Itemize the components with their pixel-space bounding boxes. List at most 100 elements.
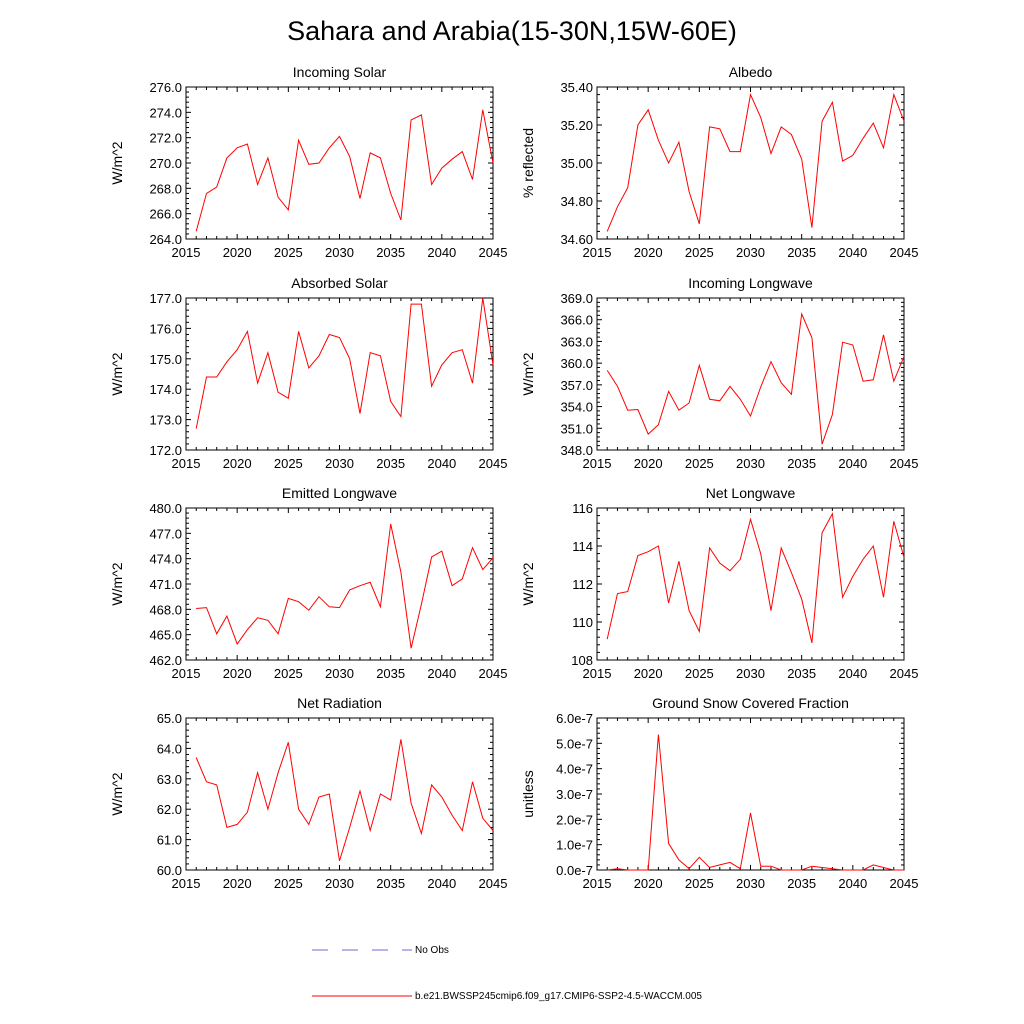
x-tick-label: 2030 [736,245,765,260]
y-tick-label: 65.0 [157,711,182,726]
y-tick-label: 173.0 [149,413,182,428]
x-tick-label: 2025 [274,666,303,681]
x-tick-label: 2030 [736,456,765,471]
series-line [196,523,494,649]
plot-frame [596,86,905,240]
x-tick-label: 2030 [736,666,765,681]
series-line [195,739,494,862]
x-tick-label: 2020 [223,666,252,681]
y-tick-label: 108 [571,653,593,668]
y-tick-label: 268.0 [149,181,182,196]
x-tick-label: 2035 [787,666,816,681]
series-line [606,312,905,445]
y-tick-label: 5.0e-7 [556,736,593,751]
y-tick-label: 110 [572,615,593,630]
y-tick-label: 35.00 [560,156,593,171]
x-tick-label: 2020 [634,245,663,260]
x-tick-label: 2025 [274,876,303,891]
series-line [195,297,494,429]
x-tick-label: 2040 [838,666,867,681]
x-tick-label: 2045 [890,666,919,681]
x-tick-label: 2035 [787,245,816,260]
x-tick-label: 2045 [479,245,508,260]
y-tick-label: 172.0 [149,443,182,458]
x-tick-label: 2040 [427,666,456,681]
x-tick-label: 2045 [479,666,508,681]
panel-incoming-solar: Incoming Solar 2015 2020 2025 2030 2035 2040 20… [109,64,507,260]
x-tick-label: 2035 [787,876,816,891]
x-tick-label: 2020 [634,666,663,681]
x-tick-label: 2015 [172,456,201,471]
x-tick-label: 2030 [325,245,354,260]
x-tick-label: 2015 [172,666,201,681]
panel-title: Incoming Longwave [688,275,813,291]
x-tick-label: 2035 [376,456,405,471]
y-tick-label: 474.0 [149,552,182,567]
y-axis-label: W/m^2 [109,562,125,605]
x-tick-label: 2025 [685,876,714,891]
y-tick-label: 272.0 [149,131,182,146]
x-tick-label: 2040 [427,456,456,471]
x-tick-label: 2015 [583,876,612,891]
x-tick-label: 2035 [376,876,405,891]
x-tick-label: 2015 [583,666,612,681]
y-tick-label: 266.0 [149,207,182,222]
y-tick-label: 462.0 [149,653,182,668]
x-tick-label: 2040 [427,876,456,891]
x-tick-label: 2045 [890,876,919,891]
x-tick-label: 2035 [787,456,816,471]
series-line [607,734,904,871]
x-tick-label: 2040 [838,876,867,891]
y-tick-label: 477.0 [149,526,182,541]
y-tick-label: 176.0 [149,321,182,336]
x-tick-label: 2025 [274,456,303,471]
y-axis-label: W/m^2 [109,772,125,815]
x-tick-label: 2015 [172,876,201,891]
x-tick-label: 2025 [685,666,714,681]
y-tick-label: 177.0 [149,291,182,306]
y-tick-label: 63.0 [157,772,182,787]
y-tick-label: 35.40 [560,80,593,95]
y-tick-label: 357.0 [560,378,593,393]
panels: Incoming Solar 2015 2020 2025 2030 2035 2040 20… [109,64,918,891]
x-tick-label: 2025 [685,456,714,471]
x-tick-label: 2045 [479,876,508,891]
x-tick-label: 2040 [427,245,456,260]
x-tick-label: 2030 [736,876,765,891]
x-tick-label: 2015 [172,245,201,260]
x-tick-label: 2015 [583,456,612,471]
x-tick-label: 2025 [274,245,303,260]
panel-title: Ground Snow Covered Fraction [652,695,849,711]
y-tick-label: 60.0 [157,863,182,878]
y-tick-label: 366.0 [560,313,593,328]
panel-absorbed-solar: Absorbed Solar 2015 2020 2025 2030 2035 2040 20… [109,275,507,471]
x-tick-label: 2035 [376,245,405,260]
y-axis-label: unitless [520,770,536,817]
panel-albedo: Albedo 2015 2020 2025 2030 2035 2040 2045 34.60 3… [520,64,918,260]
x-tick-label: 2020 [223,245,252,260]
panel-title: Albedo [729,64,773,80]
y-tick-label: 174.0 [149,382,182,397]
y-tick-label: 64.0 [157,741,182,756]
legend: No Obs b.e21.BWSSP245cmip6.f09_g17.CMIP6… [312,945,702,1002]
y-tick-label: 348.0 [560,443,593,458]
y-tick-label: 61.0 [157,833,182,848]
x-tick-label: 2040 [838,245,867,260]
y-tick-label: 351.0 [560,421,593,436]
y-tick-label: 465.0 [149,628,182,643]
y-tick-label: 468.0 [149,602,182,617]
y-axis-label: W/m^2 [520,352,536,395]
plot-frame [596,507,905,661]
panel-title: Net Longwave [706,485,796,501]
panel-emitted-longwave: Emitted Longwave 2015 2020 2025 2030 2035 2040… [109,485,507,681]
plot-frame [185,297,494,451]
legend-model-label: b.e21.BWSSP245cmip6.f09_g17.CMIP6-SSP2-4… [415,991,702,1002]
x-tick-label: 2040 [838,456,867,471]
panel-net-radiation: Net Radiation 2015 2020 2025 2030 2035 2040 204… [109,695,507,891]
x-tick-label: 2045 [479,456,508,471]
y-tick-label: 1.0e-7 [556,838,593,853]
y-tick-label: 363.0 [560,334,593,349]
y-tick-label: 471.0 [149,577,182,592]
y-tick-label: 0.0e-7 [556,863,593,878]
